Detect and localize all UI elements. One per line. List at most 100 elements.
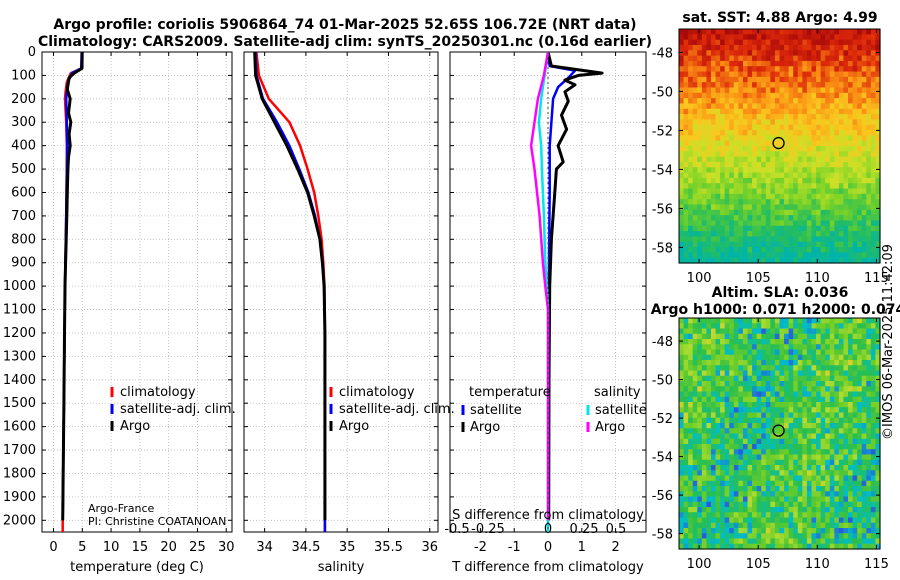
map-cell [825, 438, 831, 445]
map-cell [733, 339, 739, 345]
map-cell [834, 386, 840, 393]
map-cell [706, 34, 712, 41]
map-cell [861, 151, 867, 158]
map-cell [788, 44, 794, 51]
map-cell [765, 167, 771, 174]
map-cell [761, 396, 767, 403]
map-cell [765, 135, 771, 142]
map-cell [793, 252, 799, 259]
map-cell [861, 209, 867, 216]
map-cell [724, 209, 730, 216]
map-cell [765, 433, 771, 440]
map-cell [788, 247, 794, 253]
map-cell [788, 114, 794, 121]
map-cell [820, 66, 826, 73]
map-cell [866, 438, 872, 445]
map-cell [861, 449, 867, 456]
map-cell [706, 417, 712, 424]
map-cell [779, 60, 785, 67]
x-tick-label: 5 [78, 540, 86, 555]
map-cell [802, 475, 808, 482]
map-cell [724, 71, 730, 78]
map-cell [784, 156, 790, 163]
map-cell [843, 370, 849, 377]
map-cell [770, 135, 776, 142]
map-cell [779, 209, 785, 216]
map-cell [742, 140, 749, 147]
map-cell [701, 444, 708, 450]
map-cell [834, 225, 840, 232]
map-cell [797, 231, 803, 238]
map-cell [788, 135, 794, 142]
map-cell [733, 215, 739, 222]
map-cell [834, 177, 840, 184]
map-cell [843, 103, 849, 110]
map-cell [729, 496, 735, 503]
map-cell [870, 50, 877, 57]
map-cell [765, 344, 771, 351]
map-cell [829, 465, 835, 471]
map-cell [770, 98, 776, 105]
map-cell [720, 188, 726, 195]
map-cell [683, 172, 689, 179]
map-cell [784, 501, 790, 508]
map-cell [797, 522, 803, 529]
map-cell [788, 82, 794, 89]
map-cell [697, 114, 703, 121]
map-cell [738, 76, 744, 83]
map-cell [752, 543, 758, 550]
map-cell [834, 396, 840, 403]
map-cell [774, 386, 781, 393]
map-cell [683, 423, 689, 429]
map-cell [784, 354, 790, 361]
map-cell [870, 215, 877, 222]
map-cell [870, 533, 877, 540]
map-cell [724, 407, 730, 414]
map-cell [701, 470, 708, 477]
map-cell [774, 491, 781, 498]
map-cell [692, 82, 698, 89]
map-cell [829, 349, 835, 356]
map-cell [710, 512, 717, 519]
map-cell [788, 381, 794, 387]
map-cell [715, 151, 721, 158]
map-cell [857, 428, 863, 435]
map-cell [802, 252, 808, 259]
map-cell [697, 98, 703, 105]
map-cell [852, 146, 858, 152]
map-cell [852, 370, 858, 377]
map-cell [715, 193, 721, 200]
map-cell [770, 247, 776, 253]
map-cell [710, 423, 717, 429]
map-cell [875, 396, 881, 403]
map-cell [843, 50, 849, 57]
map-cell [825, 135, 831, 142]
map-cell [774, 496, 781, 503]
map-cell [802, 407, 808, 414]
map-cell [683, 71, 689, 78]
map-cell [752, 412, 758, 419]
map-cell [852, 98, 858, 105]
map-cell [784, 82, 790, 89]
map-cell [793, 465, 799, 471]
map-cell [838, 209, 845, 216]
map-cell [802, 543, 808, 550]
map-cell [770, 71, 776, 78]
map-cell [793, 507, 799, 513]
map-cell [679, 177, 685, 184]
map-cell [706, 82, 712, 89]
map-cell [765, 375, 771, 382]
map-cell [820, 412, 826, 419]
map-cell [756, 183, 762, 190]
map-cell [761, 507, 767, 513]
x-tick-label: 1 [578, 540, 586, 555]
map-cell [861, 103, 867, 110]
map-cell [765, 470, 771, 477]
map-cell [843, 167, 849, 174]
map-cell [816, 449, 822, 456]
map-cell [825, 87, 831, 94]
map-cell [756, 381, 762, 387]
map-cell [797, 533, 803, 540]
map-cell [729, 257, 735, 264]
map-cell [697, 354, 703, 361]
